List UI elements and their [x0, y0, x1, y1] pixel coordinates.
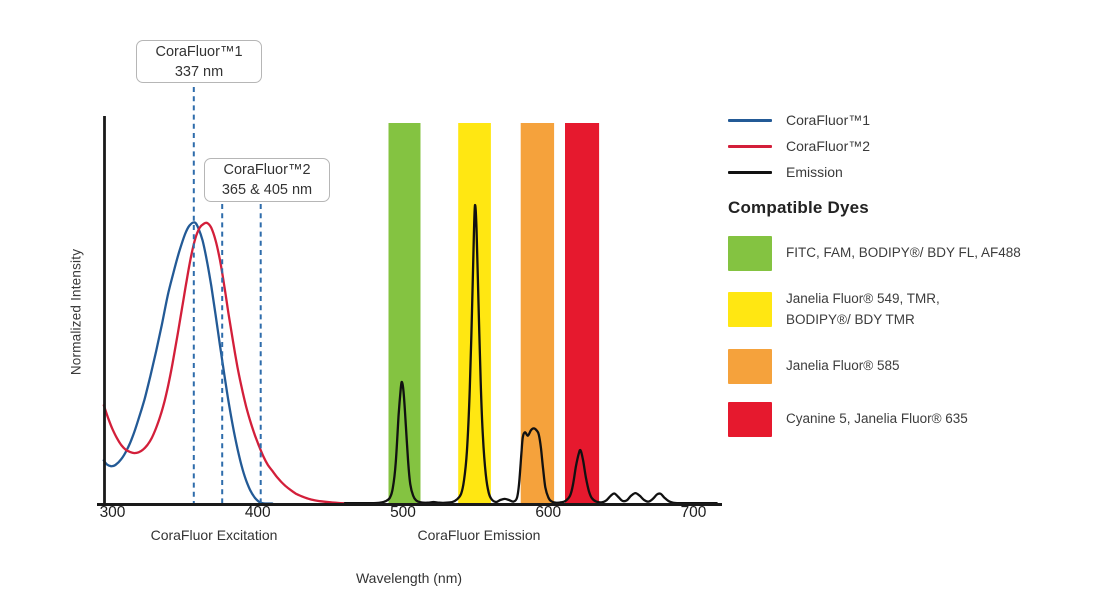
excitation-marker-lines [192, 87, 262, 504]
dye-item-3: Janelia Fluor® 585 [728, 348, 1110, 384]
legend-item-label: CoraFluor™2 [786, 138, 871, 154]
dye-item-label: FITC, FAM, BODIPY®/ BDY FL, AF488 [786, 245, 1021, 261]
dye-item-2: Janelia Fluor® 549, TMR, BODIPY®/ BDY TM… [728, 289, 1110, 331]
dye-item-4: Cyanine 5, Janelia Fluor® 635 [728, 401, 1110, 437]
dye-item-label: Janelia Fluor® 585 [786, 357, 900, 373]
spectra-plot [97, 87, 722, 506]
dye-color-swatch [728, 236, 772, 271]
legend-item-label: Emission [786, 164, 843, 180]
plot-axes [97, 116, 722, 506]
legend-line-swatch [728, 118, 772, 122]
compatible-dyes-title: Compatible Dyes [728, 198, 869, 217]
dye-filter-bands [388, 123, 600, 505]
orange-window-band [520, 123, 555, 505]
red-window-band [565, 123, 600, 505]
dye-color-swatch [728, 401, 772, 437]
legend-item-label: CoraFluor™1 [786, 112, 871, 128]
legend-item-2: CoraFluor™2 [728, 133, 1110, 159]
dye-item-1: FITC, FAM, BODIPY®/ BDY FL, AF488 [728, 236, 1110, 271]
legend-line-swatch [728, 170, 772, 174]
legend-item-1: CoraFluor™1 [728, 107, 1110, 133]
legend-item-3: Emission [728, 159, 1110, 185]
spectra-curves [102, 203, 718, 505]
legend-panel: CoraFluor™1 CoraFluor™2 Emission Compatibl… [728, 107, 1110, 437]
series-legend: CoraFluor™1 CoraFluor™2 Emission [728, 107, 1110, 185]
dye-item-label: Janelia Fluor® 549, TMR, BODIPY®/ BDY TM… [786, 291, 940, 327]
corafluor-2-curve [102, 221, 354, 505]
dye-item-label: Cyanine 5, Janelia Fluor® 635 [786, 410, 968, 426]
legend-line-swatch [728, 144, 772, 148]
corafluor-1-curve [102, 221, 274, 505]
emission-curve [343, 203, 718, 505]
dye-color-swatch [728, 348, 772, 384]
yellow-window-band [458, 123, 491, 505]
compatible-dyes-list: FITC, FAM, BODIPY®/ BDY FL, AF488 Janelia… [728, 236, 1110, 437]
green-window-band [388, 123, 421, 505]
dye-color-swatch [728, 292, 772, 328]
